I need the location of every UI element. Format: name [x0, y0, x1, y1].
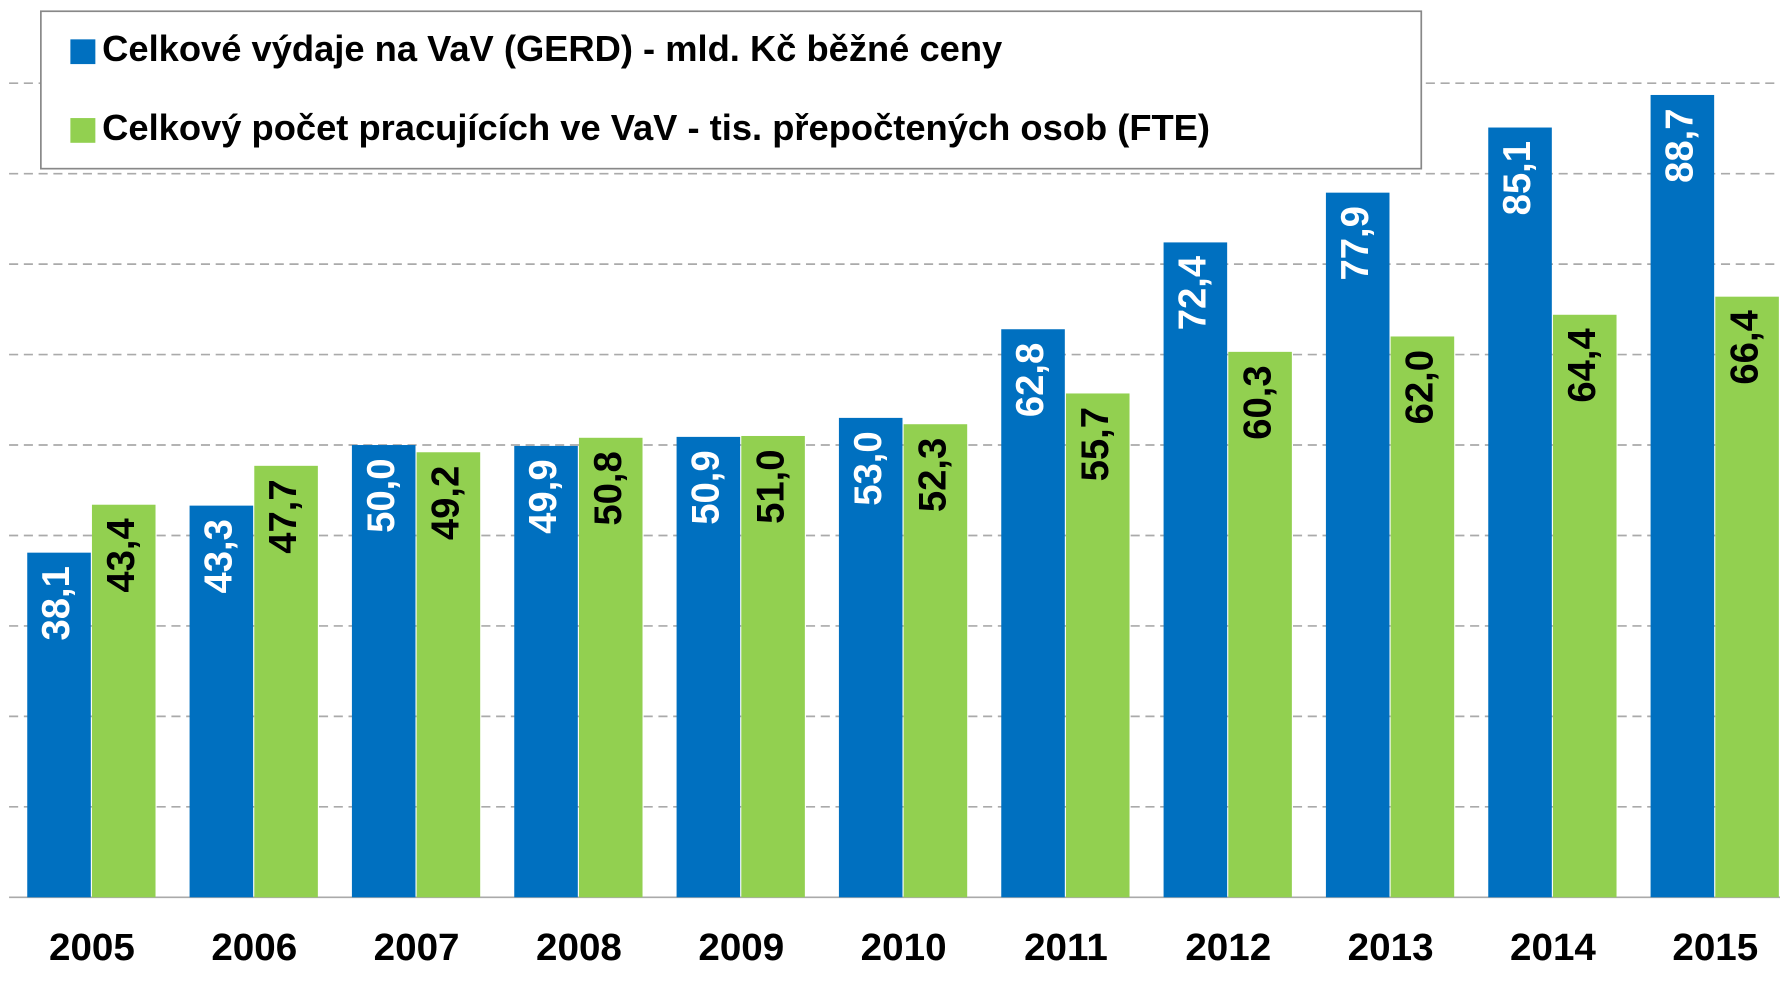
bar [838, 417, 903, 898]
bar [1715, 296, 1779, 898]
bar [741, 435, 805, 898]
bar [189, 505, 254, 898]
data-label: 66,4 [1723, 310, 1766, 385]
data-label: 88,7 [1658, 108, 1701, 182]
bar [1001, 329, 1065, 898]
bar [1163, 242, 1228, 898]
data-label: 49,9 [522, 459, 565, 533]
data-label: 49,2 [424, 466, 467, 540]
data-label: 47,7 [262, 479, 305, 553]
bar [578, 437, 643, 898]
data-label: 50,9 [684, 450, 727, 524]
x-tick-label: 2012 [1185, 926, 1271, 969]
bar [1065, 393, 1130, 898]
bar [1325, 192, 1390, 898]
bar [416, 452, 481, 898]
data-label: 55,7 [1074, 407, 1117, 481]
legend-box [40, 10, 1423, 170]
bar [27, 552, 91, 898]
data-label: 53,0 [847, 431, 890, 505]
data-label: 50,8 [587, 451, 630, 525]
x-tick-label: 2015 [1672, 926, 1758, 969]
x-tick-label: 2009 [698, 926, 784, 969]
legend-label: Celkové výdaje na VaV (GERD) - mld. Kč b… [102, 28, 1002, 69]
x-tick-label: 2010 [861, 926, 947, 969]
x-tick-label: 2005 [49, 926, 135, 969]
data-label: 77,9 [1334, 206, 1377, 280]
legend-swatch [70, 39, 96, 65]
bar [676, 436, 741, 898]
bar [1650, 94, 1715, 898]
data-label: 51,0 [749, 449, 792, 523]
x-tick-label: 2011 [1024, 926, 1108, 969]
legend-swatch [70, 118, 96, 143]
bar [1228, 351, 1292, 898]
x-tick-label: 2014 [1510, 926, 1596, 969]
bar [1390, 336, 1455, 898]
x-tick-label: 2006 [211, 926, 297, 969]
data-label: 72,4 [1171, 255, 1214, 330]
bar [514, 445, 578, 898]
data-label: 43,3 [197, 519, 240, 593]
bar [1488, 127, 1552, 898]
bar [91, 504, 156, 898]
bar [1552, 314, 1617, 898]
data-label: 43,4 [100, 518, 143, 593]
data-label: 38,1 [35, 566, 78, 640]
data-label: 62,8 [1009, 343, 1052, 417]
data-label: 64,4 [1561, 328, 1604, 403]
legend-label: Celkový počet pracujících ve VaV - tis. … [102, 107, 1210, 148]
legend: Celkové výdaje na VaV (GERD) - mld. Kč b… [40, 10, 1423, 170]
x-tick-label: 2008 [536, 926, 622, 969]
data-label: 50,0 [360, 459, 403, 533]
bar [351, 445, 416, 898]
data-label: 85,1 [1496, 141, 1539, 215]
data-label: 60,3 [1236, 365, 1279, 439]
x-tick-label: 2007 [374, 926, 460, 969]
data-label: 52,3 [911, 438, 954, 512]
bar [254, 465, 318, 898]
data-label: 62,0 [1398, 350, 1441, 424]
x-tick-label: 2013 [1348, 926, 1434, 969]
bar [903, 424, 968, 898]
